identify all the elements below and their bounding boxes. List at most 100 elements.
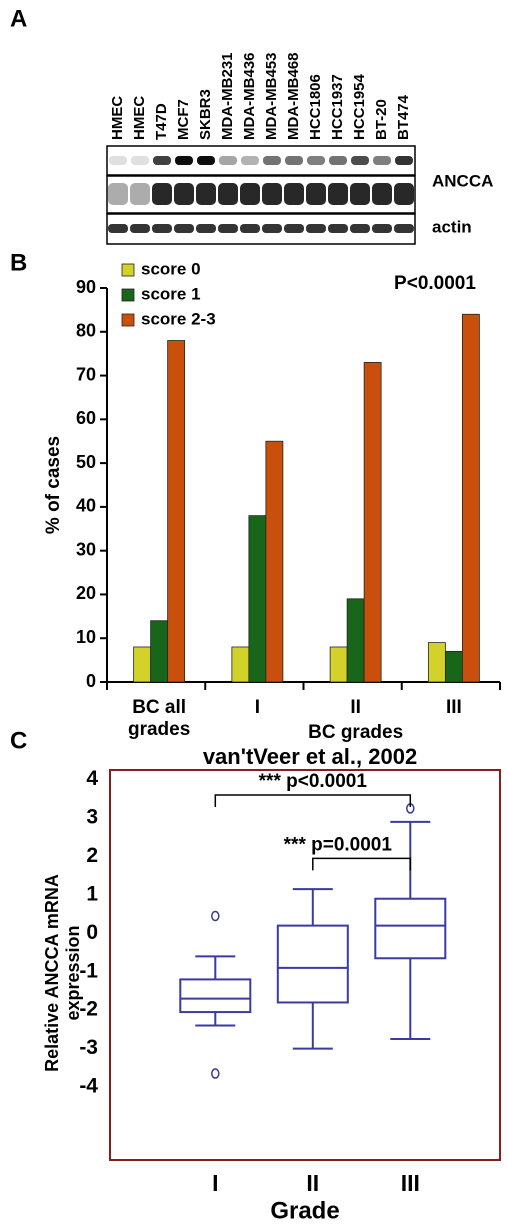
y-tick-label: 60 <box>76 408 96 428</box>
band <box>307 156 325 165</box>
band <box>218 183 238 205</box>
legend-swatch <box>122 264 134 276</box>
outlier <box>212 1069 219 1078</box>
y-tick-label: 20 <box>76 583 96 603</box>
band <box>196 224 216 233</box>
bar <box>445 651 462 682</box>
lane-label: MCF7 <box>175 99 192 140</box>
bar <box>266 441 283 682</box>
panel-label: A <box>10 5 27 32</box>
band <box>219 156 237 165</box>
band <box>263 156 281 165</box>
band <box>372 224 392 233</box>
y-tick-label: 30 <box>76 539 96 559</box>
lane-label: MDA-MB436 <box>241 52 258 140</box>
band <box>262 224 282 233</box>
y-tick-label: 90 <box>76 277 96 297</box>
lane-label: BT474 <box>395 94 412 140</box>
y-tick-label: 80 <box>76 321 96 341</box>
x-tick-label: II <box>306 1170 319 1196</box>
band <box>285 156 303 165</box>
band <box>350 224 370 233</box>
band <box>351 156 369 165</box>
y-tick-label: 70 <box>76 364 96 384</box>
band <box>262 183 282 205</box>
page: A HMEC HMEC T47D MCF7 SKBR3 MDA-MB231 MDA-MB436… <box>0 0 508 1228</box>
band <box>372 183 392 205</box>
lane-label: T47D <box>153 103 170 140</box>
band <box>131 156 149 165</box>
band <box>175 156 193 165</box>
band <box>350 183 370 205</box>
panel-label: B <box>10 249 27 276</box>
band <box>284 183 304 205</box>
panel-label: C <box>10 727 27 754</box>
bar <box>151 621 168 682</box>
lane-label: HCC1937 <box>329 74 346 140</box>
y-tick-label: 10 <box>76 627 96 647</box>
band <box>152 224 172 233</box>
lane-label: HMEC <box>109 96 126 140</box>
bar <box>232 647 249 682</box>
x-tick-label: III <box>409 697 499 719</box>
band <box>109 156 127 165</box>
box <box>180 979 250 1012</box>
legend-label: score 1 <box>141 284 201 303</box>
band <box>240 224 260 233</box>
lane-label: MDA-MB453 <box>263 52 280 140</box>
band <box>108 183 128 205</box>
band <box>328 224 348 233</box>
box <box>375 899 445 959</box>
y-axis-label: % of cases <box>43 436 64 534</box>
group-label: BC grades <box>308 722 403 743</box>
y-axis-label: Relative ANCCA mRNA expression <box>42 853 83 1093</box>
band <box>394 224 414 233</box>
band <box>394 183 414 205</box>
bar <box>249 516 266 682</box>
lane-label: HCC1806 <box>307 74 324 140</box>
chart-title: van'tVeer et al., 2002 <box>203 744 417 769</box>
band <box>197 156 215 165</box>
outlier <box>212 912 219 921</box>
box <box>278 926 348 1003</box>
legend-swatch <box>122 314 134 326</box>
y-tick-label: 50 <box>76 452 96 472</box>
bracket <box>313 858 411 870</box>
band <box>240 183 260 205</box>
band <box>329 156 347 165</box>
lane-label: MDA-MB231 <box>219 52 236 140</box>
band <box>373 156 391 165</box>
bar <box>330 647 347 682</box>
band <box>328 183 348 205</box>
lane-label: MDA-MB468 <box>285 52 302 140</box>
plot-frame <box>110 770 500 1160</box>
bar <box>134 647 151 682</box>
lane-label: HCC1954 <box>351 73 368 140</box>
y-tick-label: 2 <box>86 844 98 867</box>
band <box>130 224 150 233</box>
band <box>152 183 172 205</box>
y-tick-label: 4 <box>86 767 98 790</box>
band <box>218 224 238 233</box>
x-tick-label: II <box>311 697 401 719</box>
annotation: *** p=0.0001 <box>284 834 393 855</box>
lane-label: SKBR3 <box>197 89 214 140</box>
x-tick-label: I <box>212 697 302 719</box>
band <box>284 224 304 233</box>
x-tick-label: I <box>212 1170 218 1196</box>
y-tick-label: 0 <box>86 671 96 691</box>
band <box>196 183 216 205</box>
y-tick-label: 40 <box>76 496 96 516</box>
bar <box>347 599 364 682</box>
band <box>241 156 259 165</box>
bar <box>462 314 479 682</box>
legend-label: score 2-3 <box>141 309 216 328</box>
bar <box>428 643 445 682</box>
x-tick-label: III <box>401 1170 420 1196</box>
y-tick-label: 3 <box>86 806 98 829</box>
legend-label: score 0 <box>141 259 201 278</box>
band <box>174 224 194 233</box>
lane-label: HMEC <box>131 96 148 140</box>
bar <box>364 362 381 682</box>
x-tick-label: BC all grades <box>114 697 204 741</box>
